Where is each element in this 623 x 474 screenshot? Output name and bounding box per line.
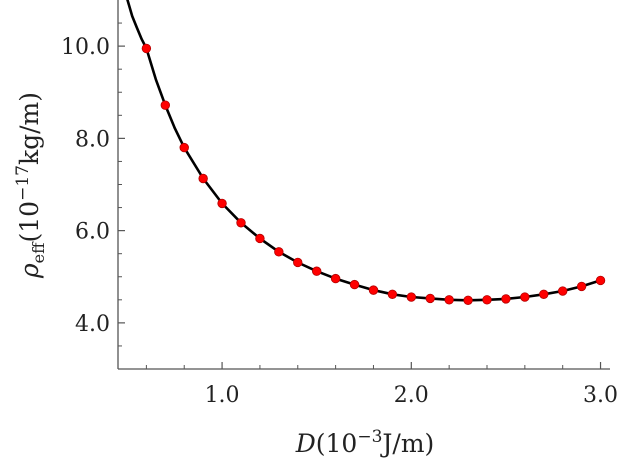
data-points-layer (141, 43, 606, 305)
data-point (406, 292, 417, 302)
x-label-prefix: D (295, 429, 316, 458)
data-point (236, 218, 246, 228)
x-label-unit: J/m) (379, 429, 434, 458)
y-axis-label: ρeff(10−17kg/m) (13, 92, 48, 279)
data-point (576, 281, 587, 292)
y-tick-label: 6.0 (75, 220, 110, 245)
data-point (311, 266, 322, 276)
x-tick-label: 1.0 (205, 383, 240, 408)
data-point (539, 289, 549, 299)
x-label-exponent: −3 (357, 427, 382, 447)
data-point (141, 43, 152, 54)
fit-curve-layer (126, 0, 602, 302)
data-point (368, 285, 379, 295)
data-point (255, 233, 265, 244)
y-label-exponent: −17 (13, 165, 33, 201)
data-point (520, 292, 530, 302)
y-tick-label: 8.0 (75, 127, 110, 152)
y-label-open: (10 (15, 201, 44, 243)
data-point (160, 100, 171, 110)
data-point (330, 273, 341, 284)
y-label-subscript: eff (29, 241, 48, 263)
data-point (501, 294, 511, 304)
y-label-unit: kg/m) (15, 92, 44, 165)
x-axis-label: D(10−3J/m) (295, 427, 435, 458)
data-point (349, 279, 360, 290)
x-tick-label: 3.0 (583, 383, 618, 408)
x-label-open: (10 (316, 429, 358, 458)
data-point (463, 295, 473, 305)
data-point (293, 257, 303, 268)
y-tick-label: 4.0 (75, 312, 110, 337)
data-point (482, 295, 492, 305)
data-point (198, 173, 208, 184)
x-tick-label: 2.0 (394, 383, 429, 408)
data-point (274, 247, 284, 257)
axes (117, 0, 610, 370)
data-point (425, 293, 435, 304)
data-point (557, 286, 568, 296)
tick-labels: 1.0 2.0 3.0 4.0 6.0 8.0 10.0 (61, 35, 618, 408)
fit-curve (126, 0, 602, 302)
data-point (217, 198, 227, 209)
data-point (595, 275, 606, 286)
y-tick-label: 10.0 (61, 35, 110, 60)
data-point (179, 142, 189, 153)
data-point (387, 289, 398, 299)
data-point (444, 295, 454, 305)
y-label-symbol: ρ (15, 263, 44, 279)
